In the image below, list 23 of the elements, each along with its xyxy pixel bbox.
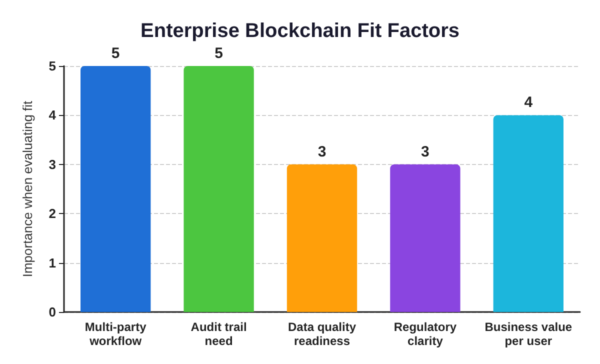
bar xyxy=(80,66,151,312)
x-tick-label: Data quality readiness xyxy=(288,320,356,348)
x-tick-label: Regulatory clarity xyxy=(394,320,457,348)
bar xyxy=(184,66,254,312)
data-label: 5 xyxy=(214,45,223,62)
x-tick-label: Business value per user xyxy=(484,320,572,348)
data-label: 3 xyxy=(421,143,430,160)
data-label: 5 xyxy=(111,45,120,62)
y-tick-label: 2 xyxy=(48,206,56,222)
x-tick-label: Audit trail need xyxy=(190,320,247,348)
y-tick-label: 3 xyxy=(48,156,56,172)
data-label: 4 xyxy=(524,94,534,112)
y-tick-label: 5 xyxy=(48,58,56,74)
bar xyxy=(286,164,358,312)
data-label: 3 xyxy=(318,143,326,160)
y-axis-title: Importance when evaluating fit xyxy=(20,100,35,278)
y-tick-label: 0 xyxy=(48,304,56,320)
bar xyxy=(390,164,460,312)
x-tick-label: Multi-party workflow xyxy=(84,320,147,348)
chart-title: Enterprise Blockchain Fit Factors xyxy=(140,20,460,42)
bar xyxy=(493,115,564,312)
y-tick-label: 1 xyxy=(48,255,56,270)
y-tick-label: 4 xyxy=(48,108,57,123)
